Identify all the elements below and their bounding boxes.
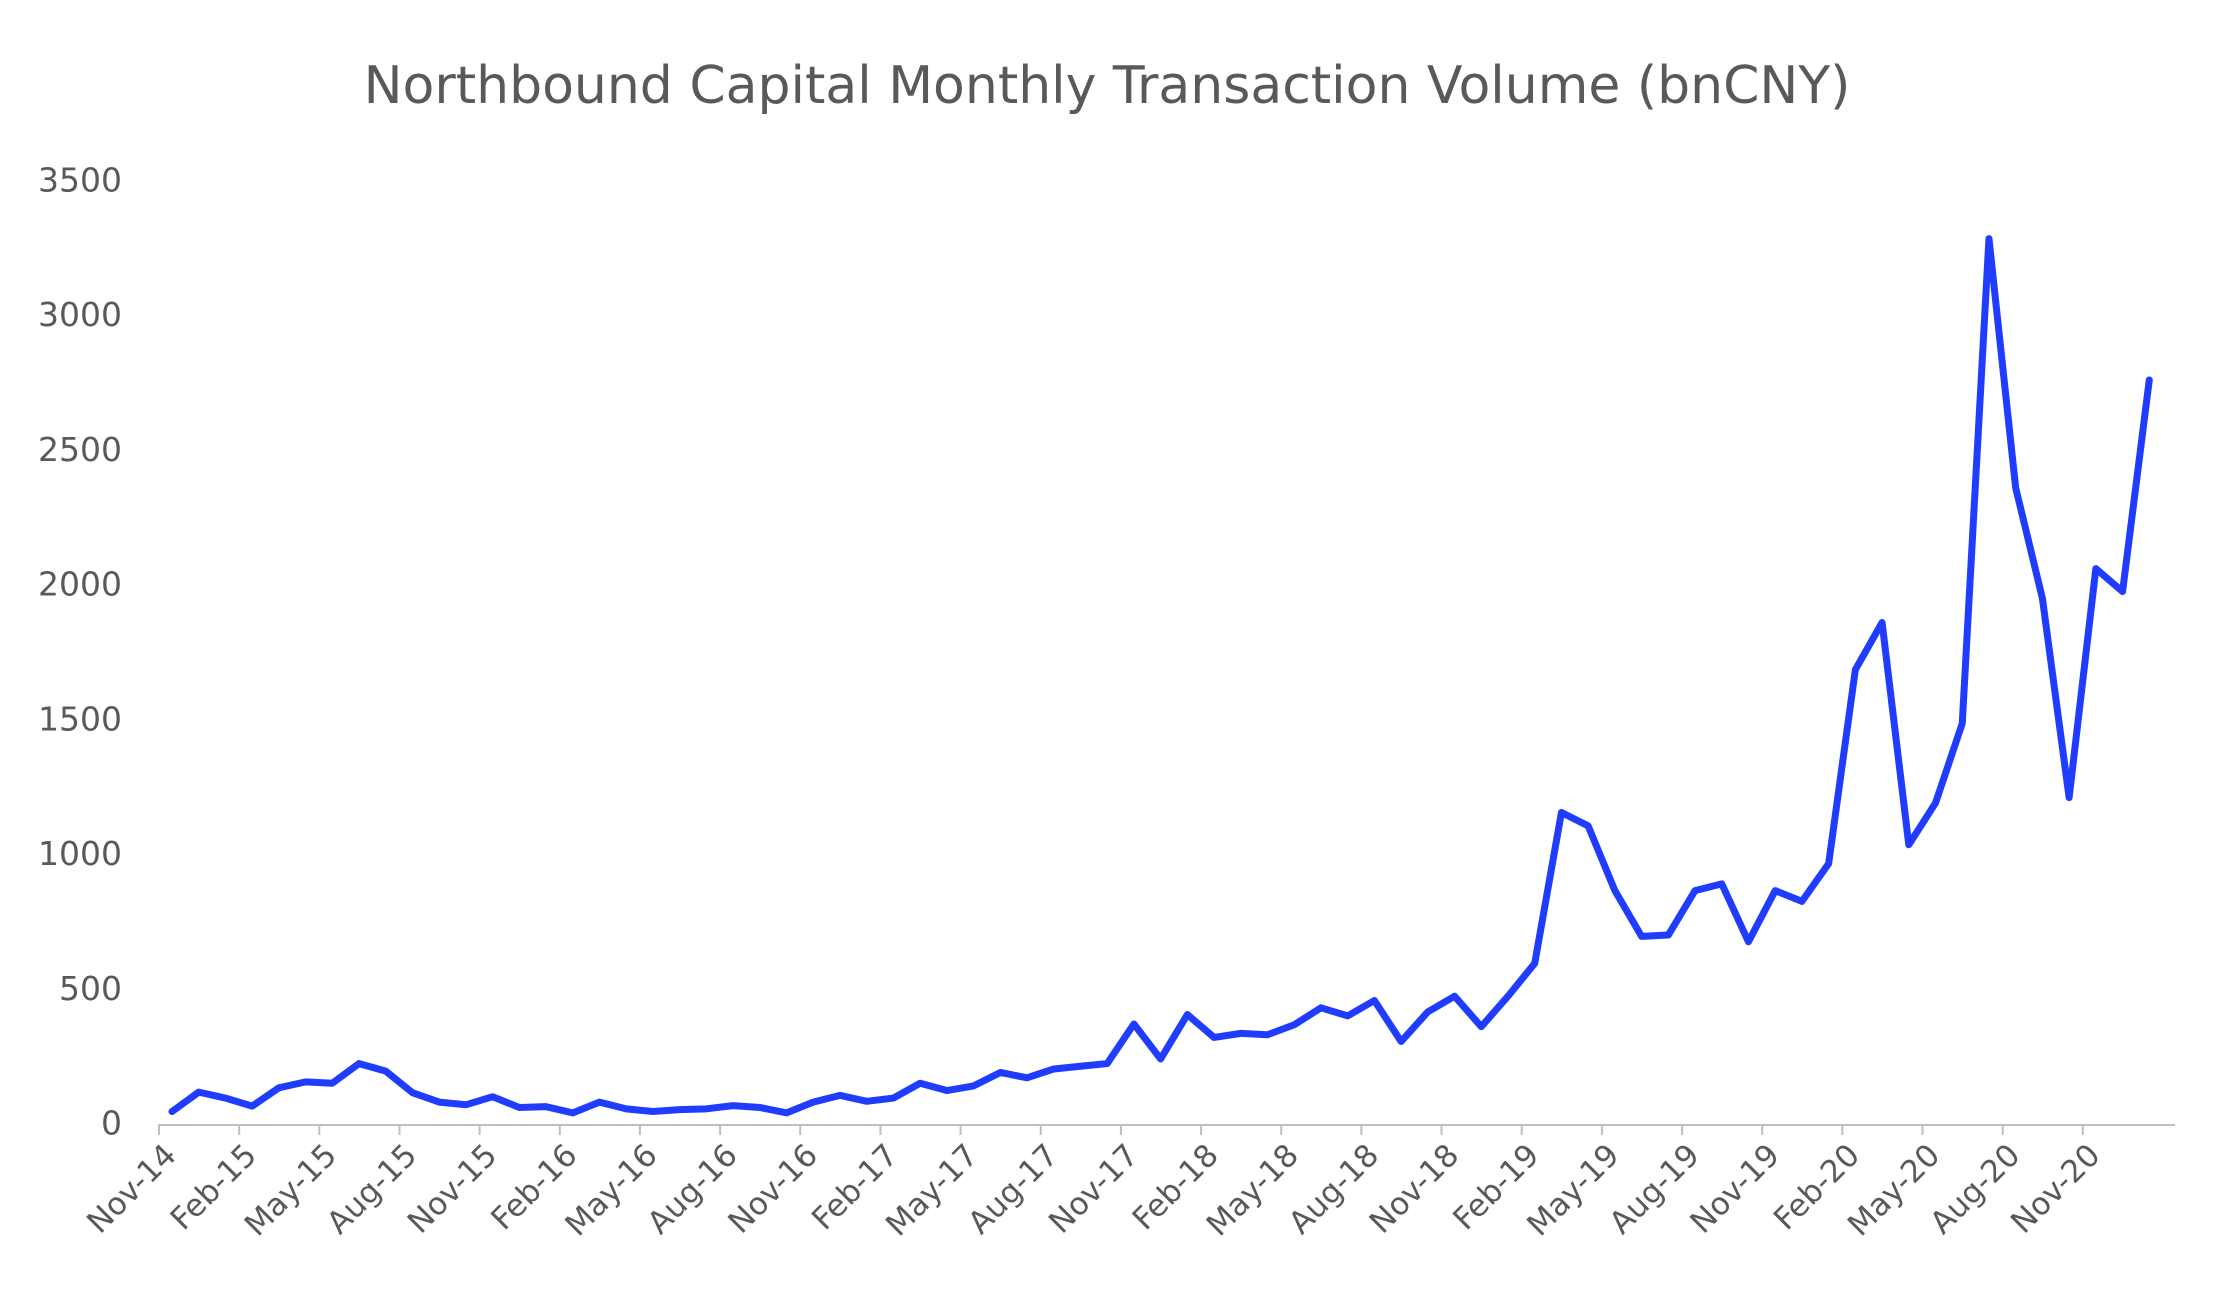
data-line (168, 235, 2153, 1117)
y-tick-label: 3500 (38, 161, 122, 200)
x-tick-label: Aug-20 (1923, 1137, 2027, 1241)
x-tick-label: Nov-18 (1363, 1137, 1466, 1240)
x-tick-label: Aug-16 (641, 1137, 745, 1241)
x-tick-label: Aug-18 (1282, 1137, 1386, 1241)
y-tick-label: 500 (59, 969, 122, 1008)
x-tick-label: Aug-19 (1603, 1137, 1707, 1241)
y-tick-label: 2500 (38, 430, 122, 469)
x-tick-label: Nov-14 (80, 1137, 183, 1240)
y-tick-label: 3000 (38, 295, 122, 334)
x-tick-label: Nov-15 (401, 1137, 504, 1240)
x-tick-label: Nov-16 (721, 1137, 824, 1240)
x-tick-label: Nov-17 (1042, 1137, 1145, 1240)
y-tick-label: 0 (101, 1104, 122, 1143)
x-tick-label: Nov-19 (1683, 1137, 1786, 1240)
x-tick-label: Aug-15 (320, 1137, 424, 1241)
chart-title: Northbound Capital Monthly Transaction V… (364, 56, 1851, 116)
y-tick-label: 1500 (38, 699, 122, 738)
y-tick-label: 1000 (38, 834, 122, 873)
x-tick-label: Aug-17 (961, 1137, 1065, 1241)
x-tick-label: Nov-20 (2004, 1137, 2107, 1240)
y-tick-label: 2000 (38, 565, 122, 604)
